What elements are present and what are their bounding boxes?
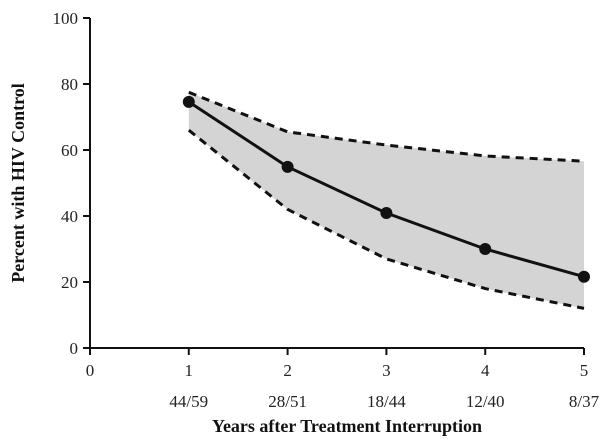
ratio-label: 12/40 xyxy=(466,392,505,411)
x-tick-label: 5 xyxy=(580,361,589,380)
data-point xyxy=(578,270,590,283)
data-point xyxy=(281,160,294,173)
y-tick-label: 0 xyxy=(70,339,79,358)
y-axis-title: Percent with HIV Control xyxy=(8,83,28,283)
x-tick-label: 4 xyxy=(481,361,490,380)
data-point xyxy=(380,207,393,220)
y-axis-ticks: 0 20 40 60 80 100 xyxy=(53,9,90,358)
y-tick-label: 60 xyxy=(61,141,78,160)
axes xyxy=(89,18,584,349)
ratio-label: 8/37 xyxy=(569,392,600,411)
y-tick-label: 100 xyxy=(53,9,79,28)
x-tick-label: 1 xyxy=(185,361,194,380)
data-point xyxy=(182,95,195,108)
y-tick-label: 80 xyxy=(61,75,78,94)
x-axis-title: Years after Treatment Interruption xyxy=(212,416,482,436)
ratio-label: 18/44 xyxy=(367,392,406,411)
data-point xyxy=(479,243,492,255)
y-tick-label: 40 xyxy=(61,207,78,226)
data-points xyxy=(182,95,590,283)
confidence-band-upper-line xyxy=(188,90,585,163)
x-tick-label: 3 xyxy=(382,361,391,380)
confidence-band xyxy=(188,92,585,309)
ratio-label: 28/51 xyxy=(268,392,307,411)
ratio-label: 44/59 xyxy=(169,392,208,411)
x-tick-label: 0 xyxy=(86,361,95,380)
x-tick-label: 2 xyxy=(283,361,292,380)
confidence-band-lower-line xyxy=(187,129,585,310)
ratio-labels: 44/59 28/51 18/44 12/40 8/37 xyxy=(169,392,599,411)
x-axis-ticks: 0 1 2 3 4 5 xyxy=(86,348,589,380)
y-tick-label: 20 xyxy=(61,273,78,292)
